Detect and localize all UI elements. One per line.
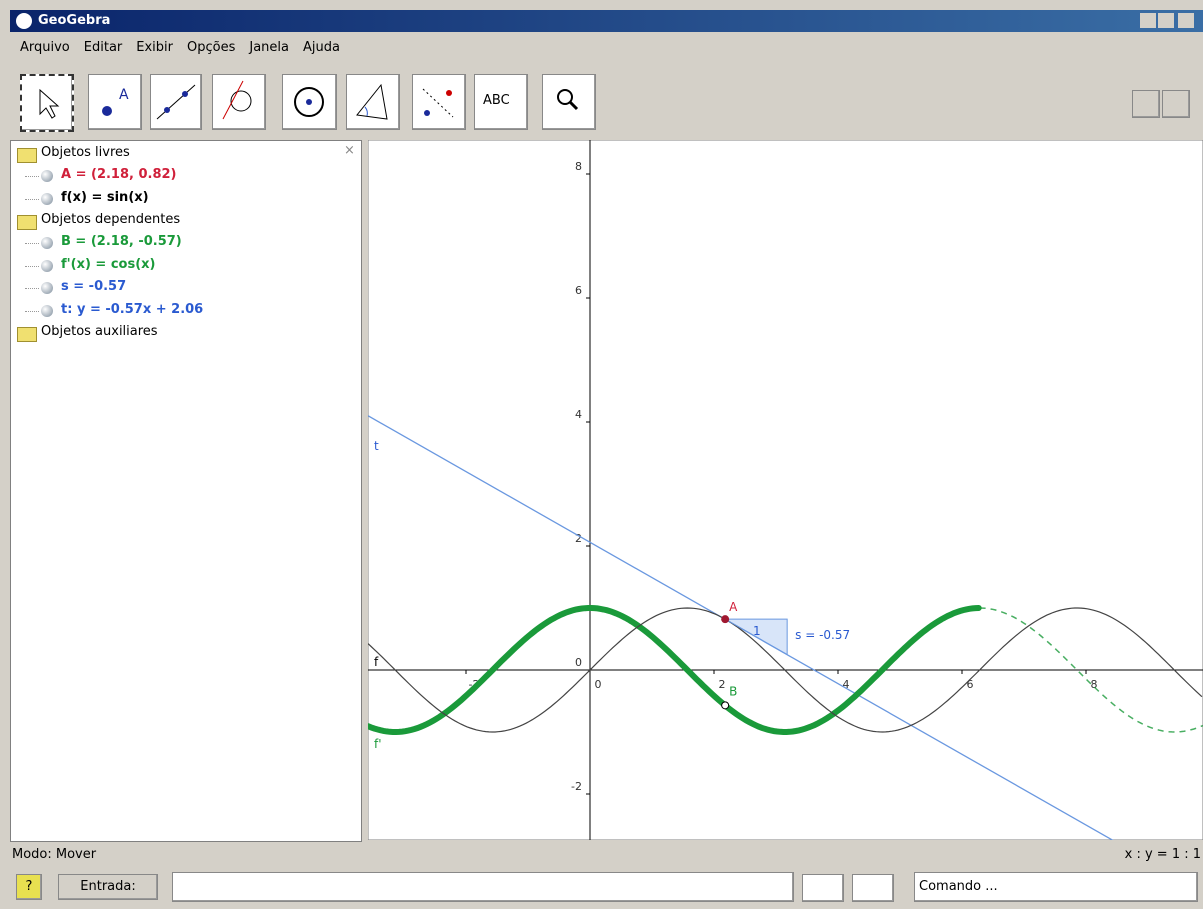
- text-tool-label: ABC: [483, 93, 510, 108]
- object-item[interactable]: f(x) = sin(x): [61, 189, 149, 205]
- object-icon: [41, 237, 53, 249]
- y-tick-label: 0: [575, 656, 582, 669]
- tree-line: [25, 288, 39, 289]
- object-icon: [41, 259, 53, 272]
- group-name: Objetos auxiliares: [41, 324, 158, 339]
- x-tick-label: 4: [843, 678, 850, 691]
- folder-icon: [17, 148, 37, 163]
- reflect-tool[interactable]: [412, 74, 466, 130]
- canvas: [368, 140, 1203, 840]
- minimize-button[interactable]: [1140, 13, 1156, 28]
- command-dropdown[interactable]: Comando ...: [914, 872, 1198, 902]
- status-bar: Modo: Mover x : y = 1 : 1: [10, 845, 1203, 865]
- object-icon: [41, 304, 53, 317]
- slope-triangle: [723, 618, 788, 656]
- input-field[interactable]: [172, 872, 794, 902]
- tree-line: [25, 198, 39, 200]
- menu-item[interactable]: Editar: [83, 40, 123, 55]
- menu-item[interactable]: Janela: [249, 40, 289, 55]
- object-item[interactable]: f'(x) = cos(x): [61, 256, 156, 272]
- point-a: [721, 615, 730, 624]
- tree-line: [25, 265, 39, 267]
- tangent-tool[interactable]: [212, 74, 266, 130]
- folder-icon: [17, 327, 37, 342]
- x-tick-label: 0: [595, 678, 602, 691]
- menu-item[interactable]: Opções: [187, 40, 236, 55]
- tree-line: [25, 310, 39, 312]
- group-name: Objetos dependentes: [41, 212, 181, 227]
- menu-item[interactable]: Exibir: [136, 40, 173, 55]
- derivative-label: f': [374, 737, 382, 751]
- mode-label: Modo: Mover: [12, 847, 97, 862]
- point-b-label: B: [729, 684, 737, 698]
- y-tick-label: 8: [575, 160, 582, 173]
- tangent-label: t: [374, 439, 379, 453]
- tree-line: [25, 243, 39, 244]
- ratio-label: x : y = 1 : 1: [1124, 847, 1201, 862]
- object-item[interactable]: A = (2.18, 0.82): [61, 167, 177, 182]
- y-tick-label: 6: [575, 284, 582, 297]
- slope-run-label: 1: [753, 624, 761, 638]
- object-item[interactable]: s = -0.57: [61, 279, 127, 294]
- command-text: Comando ...: [919, 879, 998, 894]
- input-label[interactable]: Entrada:: [58, 874, 158, 900]
- circle-tool[interactable]: [282, 74, 337, 130]
- maximize-button[interactable]: [1158, 13, 1174, 28]
- function-graph: [368, 607, 1203, 733]
- tree-line: [25, 176, 39, 177]
- app-icon: [16, 13, 32, 29]
- x-tick-label: 2: [719, 678, 726, 691]
- input-bar: ? Entrada: Comando ...: [10, 868, 1203, 906]
- object-item[interactable]: B = (2.18, -0.57): [61, 234, 182, 249]
- title-bar: GeoGebra: [10, 10, 1203, 32]
- object-icon: [41, 282, 53, 294]
- svg-text:A: A: [119, 87, 129, 103]
- move-tool[interactable]: [20, 74, 74, 132]
- symbol-dropdown[interactable]: [802, 874, 844, 902]
- line-tool[interactable]: [150, 74, 202, 130]
- function-label: f: [374, 655, 379, 669]
- x-tick-label: 8: [1091, 678, 1098, 691]
- menu-item[interactable]: Arquivo: [20, 40, 70, 55]
- point-b: [721, 701, 730, 710]
- window-title: GeoGebra: [38, 13, 111, 28]
- undo-button[interactable]: [1132, 90, 1160, 118]
- x-tick-label: 6: [967, 678, 974, 691]
- folder-icon: [17, 215, 37, 230]
- close-button[interactable]: [1178, 13, 1194, 28]
- angle-tool[interactable]: [346, 74, 400, 130]
- point-tool[interactable]: A: [88, 74, 142, 130]
- help-button[interactable]: ?: [16, 874, 42, 900]
- menu-item[interactable]: Ajuda: [302, 40, 340, 55]
- greek-dropdown[interactable]: [852, 874, 894, 902]
- y-tick-label: 2: [575, 532, 582, 545]
- redo-button[interactable]: [1162, 90, 1190, 118]
- group-name: Objetos livres: [41, 145, 130, 160]
- zoom-tool[interactable]: [542, 74, 596, 130]
- y-tick-label: -2: [571, 780, 582, 793]
- derivative-graph: [368, 605, 982, 735]
- text-tool[interactable]: ABC: [474, 74, 528, 130]
- object-icon: [41, 170, 53, 182]
- close-panel[interactable]: ×: [344, 143, 355, 158]
- y-tick-label: 4: [575, 408, 582, 421]
- point-a-label: A: [729, 600, 738, 614]
- toolbar: A ABC: [10, 66, 1203, 136]
- slope-label: s = -0.57: [795, 628, 850, 642]
- object-item[interactable]: t: y = -0.57x + 2.06: [61, 301, 204, 317]
- algebra-view: × Objetos livres A = (2.18, 0.82) f(x) = s…: [10, 140, 362, 842]
- object-icon: [41, 192, 53, 205]
